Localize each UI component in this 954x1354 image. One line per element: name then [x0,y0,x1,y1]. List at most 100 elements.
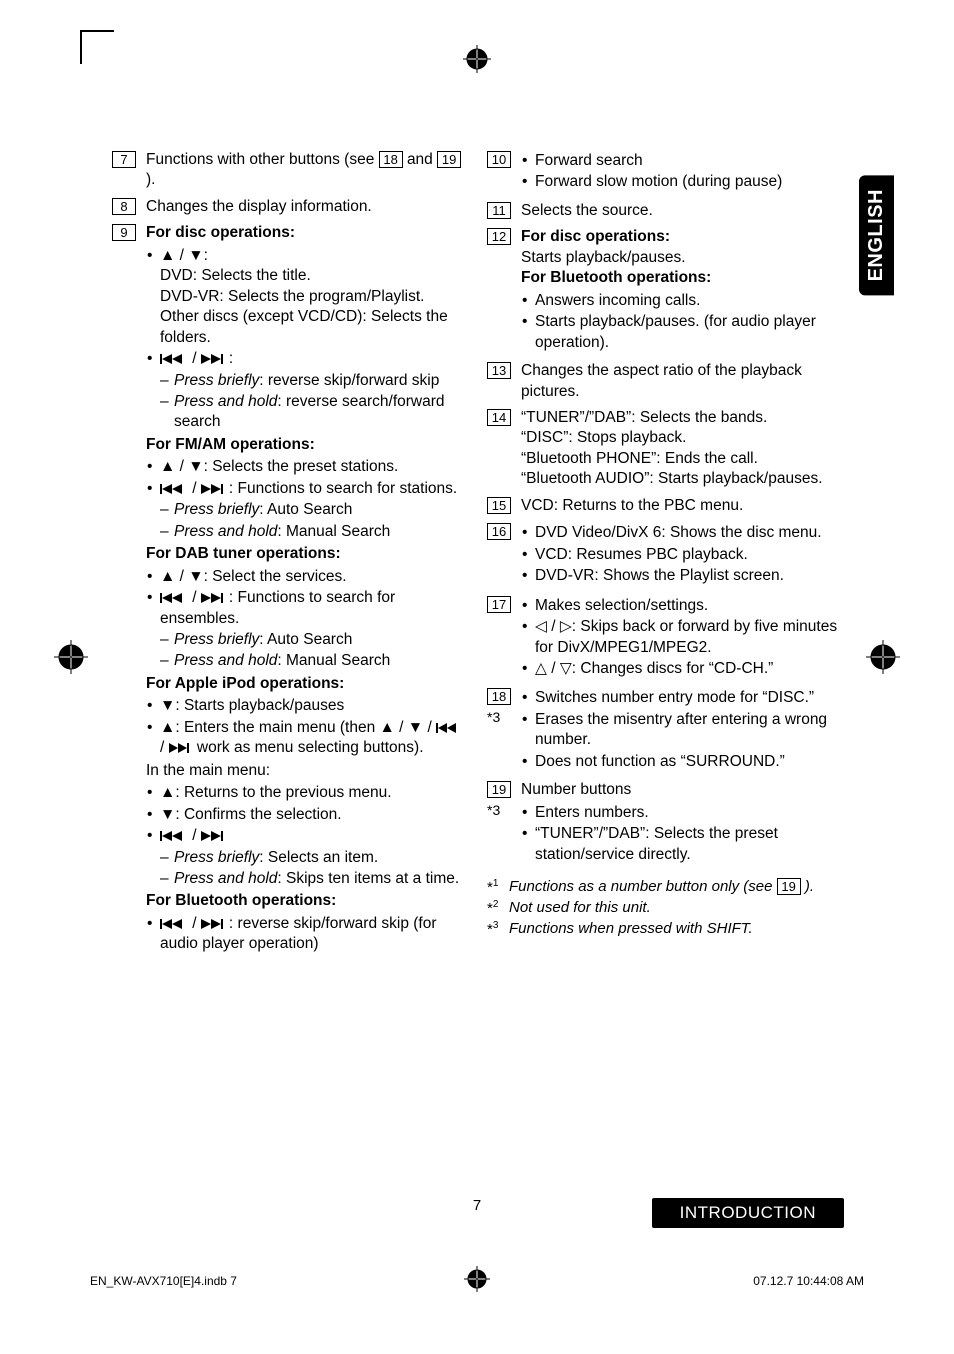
content-area: 7 Functions with other buttons (see 18 a… [112,150,840,963]
item-16: 16 DVD Video/DivX 6: Shows the disc menu… [487,522,840,588]
registration-mark-left [54,640,88,674]
text: “Bluetooth PHONE”: Ends the call. [521,449,840,469]
text: Press and hold [174,523,277,540]
ref-9: 9 [112,224,136,241]
text: Switches number entry mode for “DISC.” [535,688,840,708]
item-12: 12 For disc operations: Starts playback/… [487,227,840,355]
next-track-icon [201,484,229,494]
prev-track-icon [160,354,188,364]
text: ). [801,878,814,895]
prev-track-icon [160,593,188,603]
right-column: 10 Forward search Forward slow motion (d… [487,150,840,963]
text: VCD: Returns to the PBC menu. [521,496,840,516]
heading: For DAB tuner operations: [146,544,465,564]
file-stamp-left: EN_KW-AVX710[E]4.indb 7 [90,1274,237,1288]
ref-16: 16 [487,523,511,540]
text: DVD-VR: Selects the program/Playlist. [160,288,424,305]
text: : Manual Search [277,652,390,669]
footnote-marker: *3 [487,709,500,725]
ref-15: 15 [487,497,511,514]
text: : Returns to the previous menu. [175,784,391,801]
text: : reverse skip/forward skip [259,372,439,389]
down-icon [160,806,175,823]
down-icon [188,247,203,264]
up-icon [160,784,175,801]
text: : Selects the preset stations. [204,458,399,475]
text: : Selects an item. [259,849,378,866]
text: work as menu selecting buttons). [193,739,424,756]
registration-mark-top [463,45,491,73]
text: : Functions to search for stations. [229,480,457,497]
next-track-icon [201,919,229,929]
text: DVD-VR: Shows the Playlist screen. [535,566,840,586]
text: Changes the display information. [146,197,465,217]
text: and [407,151,437,168]
text: : Confirms the selection. [175,806,341,823]
page: ENGLISH 7 Functions with other [0,0,954,1354]
ref-12: 12 [487,228,511,245]
item-7: 7 Functions with other buttons (see 18 a… [112,150,465,191]
text: : Skips back or forward by five minutes … [535,618,837,655]
next-track-icon [201,831,229,841]
text: Functions when pressed with SHIFT. [509,920,753,937]
down-icon [188,568,203,585]
text: In the main menu: [146,761,465,781]
footnotes: *1Functions as a number button only (see… [487,877,840,938]
item-10: 10 Forward search Forward slow motion (d… [487,150,840,195]
text: Selects the source. [521,201,840,221]
text: : Auto Search [259,501,352,518]
crop-mark-top-left [80,30,114,64]
text: Press and hold [174,393,277,410]
text: DVD: Selects the title. [160,267,311,284]
item-13: 13 Changes the aspect ratio of the playb… [487,361,840,402]
item-18: 18*3 Switches number entry mode for “DIS… [487,687,840,774]
text: “Bluetooth AUDIO”: Starts playback/pause… [521,469,840,489]
heading: For Apple iPod operations: [146,674,465,694]
text: Makes selection/settings. [535,596,840,616]
print-meta: EN_KW-AVX710[E]4.indb 7 07.12.7 10:44:08… [90,1274,864,1288]
text: Functions with other buttons (see [146,151,379,168]
text: Answers incoming calls. [535,291,840,311]
up-icon [380,719,395,736]
item-17: 17 Makes selection/settings. / : Skips b… [487,595,840,682]
item-8: 8 Changes the display information. [112,197,465,217]
text: “TUNER”/”DAB”: Selects the bands. [521,408,840,428]
ref-19b: 19 [487,781,511,798]
text: VCD: Resumes PBC playback. [535,545,840,565]
text: “DISC”: Stops playback. [521,428,840,448]
prev-track-icon [160,919,188,929]
text: Does not function as “SURROUND.” [535,752,840,772]
text: : Functions to search for ensembles. [160,589,395,626]
text: Press briefly [174,849,259,866]
up-open-icon [535,660,547,677]
ref-19c: 19 [777,878,801,895]
up-icon [160,247,175,264]
text: Starts playback/pauses. (for audio playe… [535,312,840,353]
text: Other discs (except VCD/CD): Selects the… [160,308,448,345]
text: : Select the services. [204,568,347,585]
next-track-icon [169,743,193,753]
file-stamp-right: 07.12.7 10:44:08 AM [753,1274,864,1288]
text: Erases the misentry after entering a wro… [535,710,840,751]
text: Changes the aspect ratio of the playback… [521,361,840,402]
heading: For FM/AM operations: [146,435,465,455]
footnote-marker: *3 [487,802,500,818]
up-icon [160,719,175,736]
text: Starts playback/pauses. [521,248,840,268]
text: Press briefly [174,501,259,518]
text: “TUNER”/”DAB”: Selects the preset statio… [535,824,840,865]
down-icon [408,719,423,736]
registration-mark-right [866,640,900,674]
text: : Starts playback/pauses [175,697,344,714]
up-icon [160,568,175,585]
ref-19: 19 [437,151,461,168]
text: : Manual Search [277,523,390,540]
left-open-icon [535,618,547,635]
ref-18: 18 [379,151,403,168]
heading: For Bluetooth operations: [521,268,840,288]
text: Not used for this unit. [509,899,651,916]
text: : Enters the main menu (then [175,719,379,736]
down-icon [160,697,175,714]
text: : Auto Search [259,631,352,648]
text: ). [146,171,155,188]
